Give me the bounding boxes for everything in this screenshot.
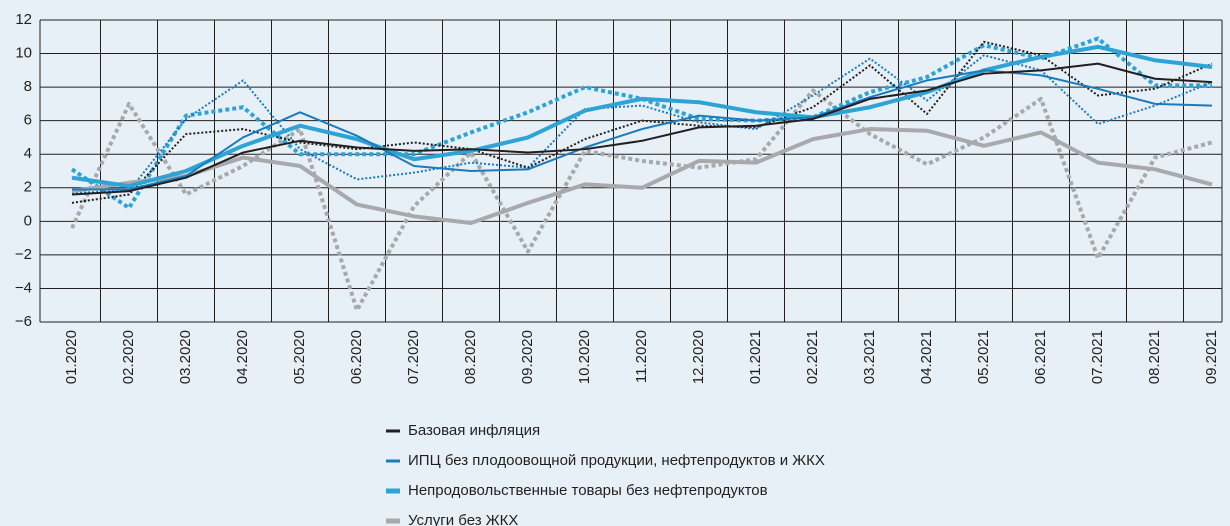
y-tick-label: −6 — [15, 313, 32, 330]
x-tick-label: 06.2020 — [348, 330, 365, 384]
series-line — [71, 44, 1213, 189]
y-tick-label: 6 — [24, 112, 32, 129]
x-tick-label: 06.2021 — [1032, 330, 1049, 384]
x-tick-label: 08.2020 — [462, 330, 479, 384]
x-tick-label: 02.2020 — [120, 330, 137, 384]
legend-label: Базовая инфляция — [408, 422, 540, 439]
series-line — [70, 36, 1212, 210]
x-tick-label: 10.2020 — [576, 330, 593, 384]
y-tick-label: 2 — [24, 179, 32, 196]
y-tick-label: 0 — [24, 212, 32, 229]
y-tick-label: 12 — [15, 11, 32, 28]
x-tick-label: 09.2021 — [1203, 330, 1220, 384]
x-tick-label: 09.2020 — [519, 330, 536, 384]
x-tick-label: 05.2020 — [291, 330, 308, 384]
x-tick-label: 01.2020 — [63, 330, 80, 384]
x-tick-label: 07.2021 — [1089, 330, 1106, 384]
x-tick-label: 04.2021 — [918, 330, 935, 384]
legend-label: Услуги без ЖКХ — [408, 512, 518, 526]
x-tick-label: 01.2021 — [747, 330, 764, 384]
y-tick-label: −2 — [15, 246, 32, 263]
x-tick-label: 03.2020 — [177, 330, 194, 384]
y-tick-label: 10 — [15, 45, 32, 62]
x-tick-label: 04.2020 — [234, 330, 251, 384]
x-tick-label: 07.2020 — [405, 330, 422, 384]
series-line — [71, 40, 1213, 204]
y-tick-label: −4 — [15, 279, 32, 296]
x-tick-label: 02.2021 — [804, 330, 821, 384]
series-line — [70, 88, 1213, 313]
x-tick-label: 08.2021 — [1146, 330, 1163, 384]
y-tick-label: 4 — [24, 145, 32, 162]
y-tick-label: 8 — [24, 78, 32, 95]
x-tick-label: 05.2021 — [975, 330, 992, 384]
x-tick-label: 12.2020 — [690, 330, 707, 384]
series-line — [71, 62, 1213, 196]
x-tick-label: 03.2021 — [861, 330, 878, 384]
x-tick-label: 11.2020 — [633, 330, 650, 383]
series-line — [71, 127, 1213, 226]
series-line — [71, 54, 1213, 194]
legend-label: ИПЦ без плодоовощной продукции, нефтепро… — [408, 452, 825, 469]
legend-label: Непродовольственные товары без нефтепрод… — [408, 482, 768, 499]
series-line — [72, 69, 1213, 191]
